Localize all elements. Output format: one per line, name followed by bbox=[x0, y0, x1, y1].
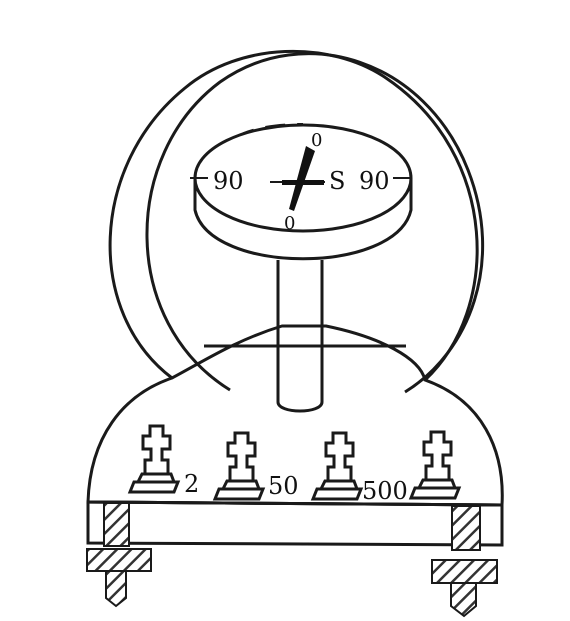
dome-base bbox=[86, 324, 504, 507]
terminal-50: 50 bbox=[212, 431, 299, 501]
compass-cross-line bbox=[282, 180, 324, 185]
coil-ring-outer bbox=[108, 49, 479, 382]
terminal-500-label: 500 bbox=[362, 477, 408, 505]
terminal-2-label: 2 bbox=[184, 470, 199, 498]
compass-needle bbox=[289, 146, 315, 211]
compass-stem bbox=[276, 260, 324, 413]
compass-body bbox=[193, 178, 413, 261]
compass-south-pole: S bbox=[329, 167, 345, 195]
compass-south-zero: 0 bbox=[284, 213, 295, 234]
compass-east-scale: 90 bbox=[359, 167, 390, 195]
coil-ring-inner bbox=[145, 52, 485, 394]
terminal-50-label: 50 bbox=[268, 472, 299, 500]
terminal-500: 500 bbox=[310, 431, 408, 505]
left-leveling-screw bbox=[86, 502, 152, 608]
compass-north-zero: 0 bbox=[311, 130, 322, 151]
base-plate bbox=[86, 500, 504, 547]
compass-west-scale: 90 bbox=[213, 167, 244, 195]
terminal-unlabeled bbox=[408, 430, 462, 500]
terminal-2: 2 bbox=[127, 424, 199, 498]
base-plate-top-edge bbox=[87, 500, 503, 507]
right-leveling-screw bbox=[431, 505, 498, 618]
compass-dashed-arc bbox=[234, 123, 304, 138]
